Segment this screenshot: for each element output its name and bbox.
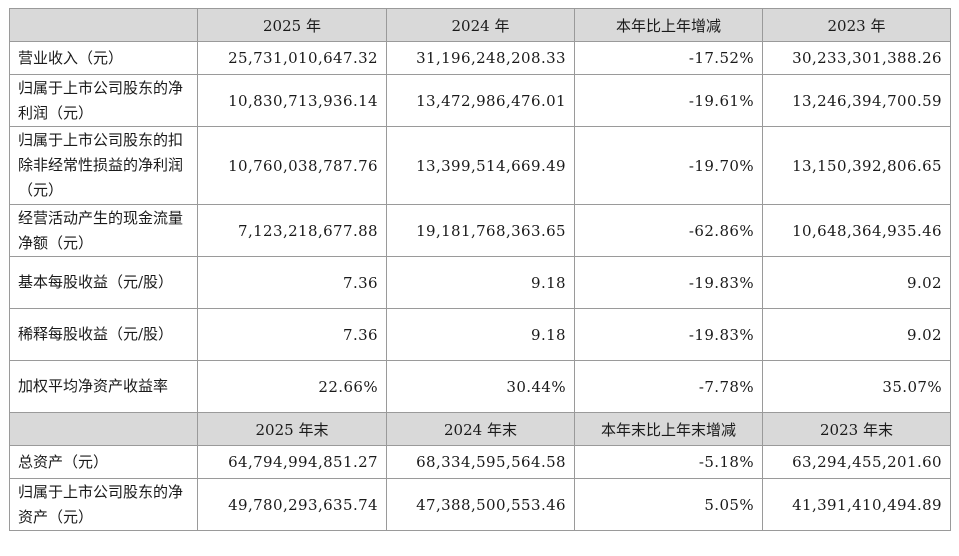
value-cell: 30.44% [386, 360, 575, 413]
value-cell: 25,731,010,647.32 [197, 41, 387, 75]
value-cell: 49,780,293,635.74 [197, 478, 387, 531]
table-row: 经营活动产生的现金流量净额（元） 7,123,218,677.88 19,181… [9, 204, 951, 257]
value-cell: 9.18 [386, 308, 575, 361]
row-label: 加权平均净资产收益率 [9, 360, 198, 413]
change-cell: -19.61% [574, 74, 763, 127]
change-cell: -5.18% [574, 445, 763, 479]
value-cell: 41,391,410,494.89 [762, 478, 951, 531]
value-cell: 64,794,994,851.27 [197, 445, 387, 479]
value-cell: 13,472,986,476.01 [386, 74, 575, 127]
column-header: 本年比上年增减 [574, 8, 763, 42]
row-label: 经营活动产生的现金流量净额（元） [9, 204, 198, 257]
table-row: 稀释每股收益（元/股） 7.36 9.18 -19.83% 9.02 [9, 308, 951, 361]
column-header: 2023 年末 [762, 412, 951, 446]
column-header: 2025 年末 [197, 412, 387, 446]
header-row-annual: 2025 年 2024 年 本年比上年增减 2023 年 [9, 8, 951, 42]
table-row: 基本每股收益（元/股） 7.36 9.18 -19.83% 9.02 [9, 256, 951, 309]
value-cell: 19,181,768,363.65 [386, 204, 575, 257]
financial-summary-table: 2025 年 2024 年 本年比上年增减 2023 年 营业收入（元） 25,… [9, 8, 951, 531]
column-header: 2024 年 [386, 8, 575, 42]
row-label: 基本每股收益（元/股） [9, 256, 198, 309]
table-row: 归属于上市公司股东的扣除非经常性损益的净利润（元） 10,760,038,787… [9, 126, 951, 205]
column-header: 本年末比上年末增减 [574, 412, 763, 446]
table-row: 加权平均净资产收益率 22.66% 30.44% -7.78% 35.07% [9, 360, 951, 413]
row-label: 归属于上市公司股东的扣除非经常性损益的净利润（元） [9, 126, 198, 205]
table-row: 归属于上市公司股东的净资产（元） 49,780,293,635.74 47,38… [9, 478, 951, 531]
change-cell: -19.70% [574, 126, 763, 205]
change-cell: -62.86% [574, 204, 763, 257]
value-cell: 7.36 [197, 256, 387, 309]
value-cell: 35.07% [762, 360, 951, 413]
table-row: 营业收入（元） 25,731,010,647.32 31,196,248,208… [9, 41, 951, 75]
value-cell: 9.02 [762, 308, 951, 361]
column-header: 2024 年末 [386, 412, 575, 446]
row-label: 归属于上市公司股东的净资产（元） [9, 478, 198, 531]
header-row-year-end: 2025 年末 2024 年末 本年末比上年末增减 2023 年末 [9, 412, 951, 446]
value-cell: 63,294,455,201.60 [762, 445, 951, 479]
change-cell: -7.78% [574, 360, 763, 413]
value-cell: 7.36 [197, 308, 387, 361]
header-corner-cell [9, 8, 198, 42]
row-label: 稀释每股收益（元/股） [9, 308, 198, 361]
value-cell: 10,648,364,935.46 [762, 204, 951, 257]
change-cell: 5.05% [574, 478, 763, 531]
row-label: 营业收入（元） [9, 41, 198, 75]
change-cell: -19.83% [574, 308, 763, 361]
value-cell: 10,830,713,936.14 [197, 74, 387, 127]
change-cell: -17.52% [574, 41, 763, 75]
value-cell: 68,334,595,564.58 [386, 445, 575, 479]
value-cell: 13,399,514,669.49 [386, 126, 575, 205]
row-label: 总资产（元） [9, 445, 198, 479]
row-label: 归属于上市公司股东的净利润（元） [9, 74, 198, 127]
column-header: 2023 年 [762, 8, 951, 42]
table-row: 总资产（元） 64,794,994,851.27 68,334,595,564.… [9, 445, 951, 479]
value-cell: 9.02 [762, 256, 951, 309]
table-row: 归属于上市公司股东的净利润（元） 10,830,713,936.14 13,47… [9, 74, 951, 127]
value-cell: 47,388,500,553.46 [386, 478, 575, 531]
value-cell: 10,760,038,787.76 [197, 126, 387, 205]
change-cell: -19.83% [574, 256, 763, 309]
value-cell: 31,196,248,208.33 [386, 41, 575, 75]
value-cell: 9.18 [386, 256, 575, 309]
value-cell: 30,233,301,388.26 [762, 41, 951, 75]
value-cell: 13,150,392,806.65 [762, 126, 951, 205]
value-cell: 22.66% [197, 360, 387, 413]
value-cell: 7,123,218,677.88 [197, 204, 387, 257]
value-cell: 13,246,394,700.59 [762, 74, 951, 127]
header-corner-cell [9, 412, 198, 446]
column-header: 2025 年 [197, 8, 387, 42]
